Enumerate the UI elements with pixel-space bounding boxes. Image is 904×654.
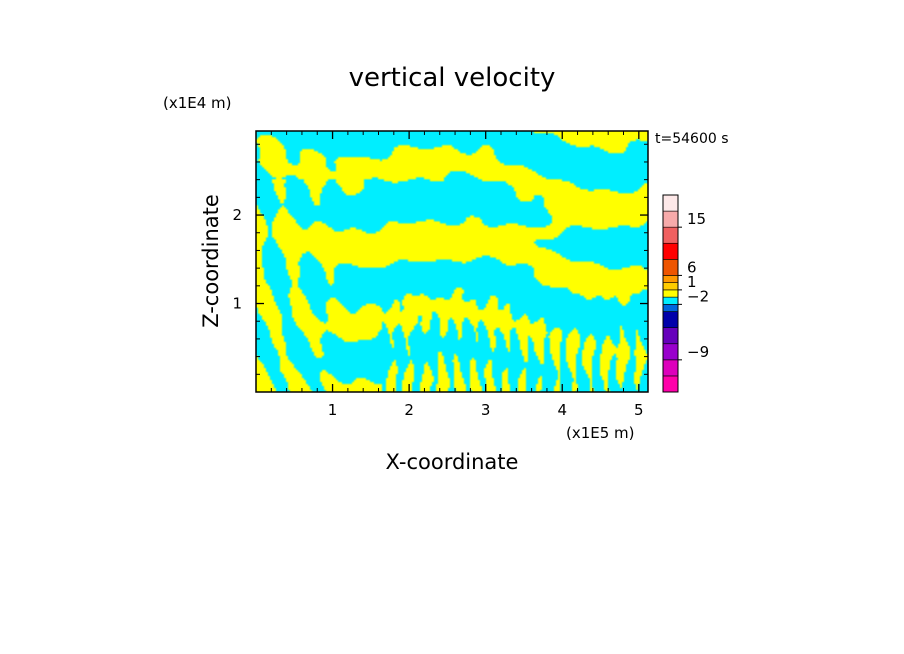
- velocity-field-raster: [256, 131, 648, 392]
- colorbar-label: 15: [687, 210, 706, 228]
- colorbar-level: [662, 259, 679, 276]
- colorbar-level: [662, 210, 679, 228]
- x-unit-label: (x1E5 m): [566, 424, 635, 442]
- plot-frame: [255, 130, 649, 393]
- colorbar-level: [662, 296, 679, 305]
- colorbar-outline: [662, 194, 679, 393]
- y-unit-label: (x1E4 m): [163, 94, 232, 112]
- y-axis: 12: [232, 143, 648, 375]
- colorbar-label: 1: [687, 273, 697, 291]
- x-tick-label: 2: [404, 401, 414, 419]
- x-tick-label: 5: [634, 401, 644, 419]
- colorbar-level: [662, 304, 679, 312]
- colorbar-level: [662, 226, 679, 244]
- colorbar-level: [662, 289, 679, 298]
- x-axis: 1 2 3 4 5: [270, 131, 644, 419]
- x-tick-label: 3: [481, 401, 491, 419]
- colorbar-level: [662, 311, 679, 328]
- colorbar: 15 61−2 −9: [662, 194, 709, 393]
- time-label: t=54600 s: [655, 131, 729, 147]
- x-tick-label: 1: [328, 401, 338, 419]
- colorbar-level: [662, 194, 679, 212]
- colorbar-level: [662, 275, 679, 283]
- colorbar-level: [662, 359, 679, 377]
- y-axis-label: Z-coordinate: [199, 194, 223, 328]
- colorbar-label: 6: [687, 258, 697, 276]
- y-tick-label: 2: [232, 206, 242, 224]
- chart-title: vertical velocity: [349, 63, 556, 93]
- colorbar-level: [662, 282, 679, 291]
- colorbar-level: [662, 375, 679, 393]
- colorbar-level: [662, 327, 679, 345]
- colorbar-label: −2: [687, 287, 709, 305]
- x-tick-label: 4: [557, 401, 567, 419]
- colorbar-level: [662, 343, 679, 361]
- colorbar-level: [662, 242, 679, 260]
- colorbar-label: −9: [687, 343, 709, 361]
- y-tick-label: 1: [232, 295, 242, 313]
- velocity-field: [256, 131, 648, 392]
- x-axis-label: X-coordinate: [386, 450, 519, 474]
